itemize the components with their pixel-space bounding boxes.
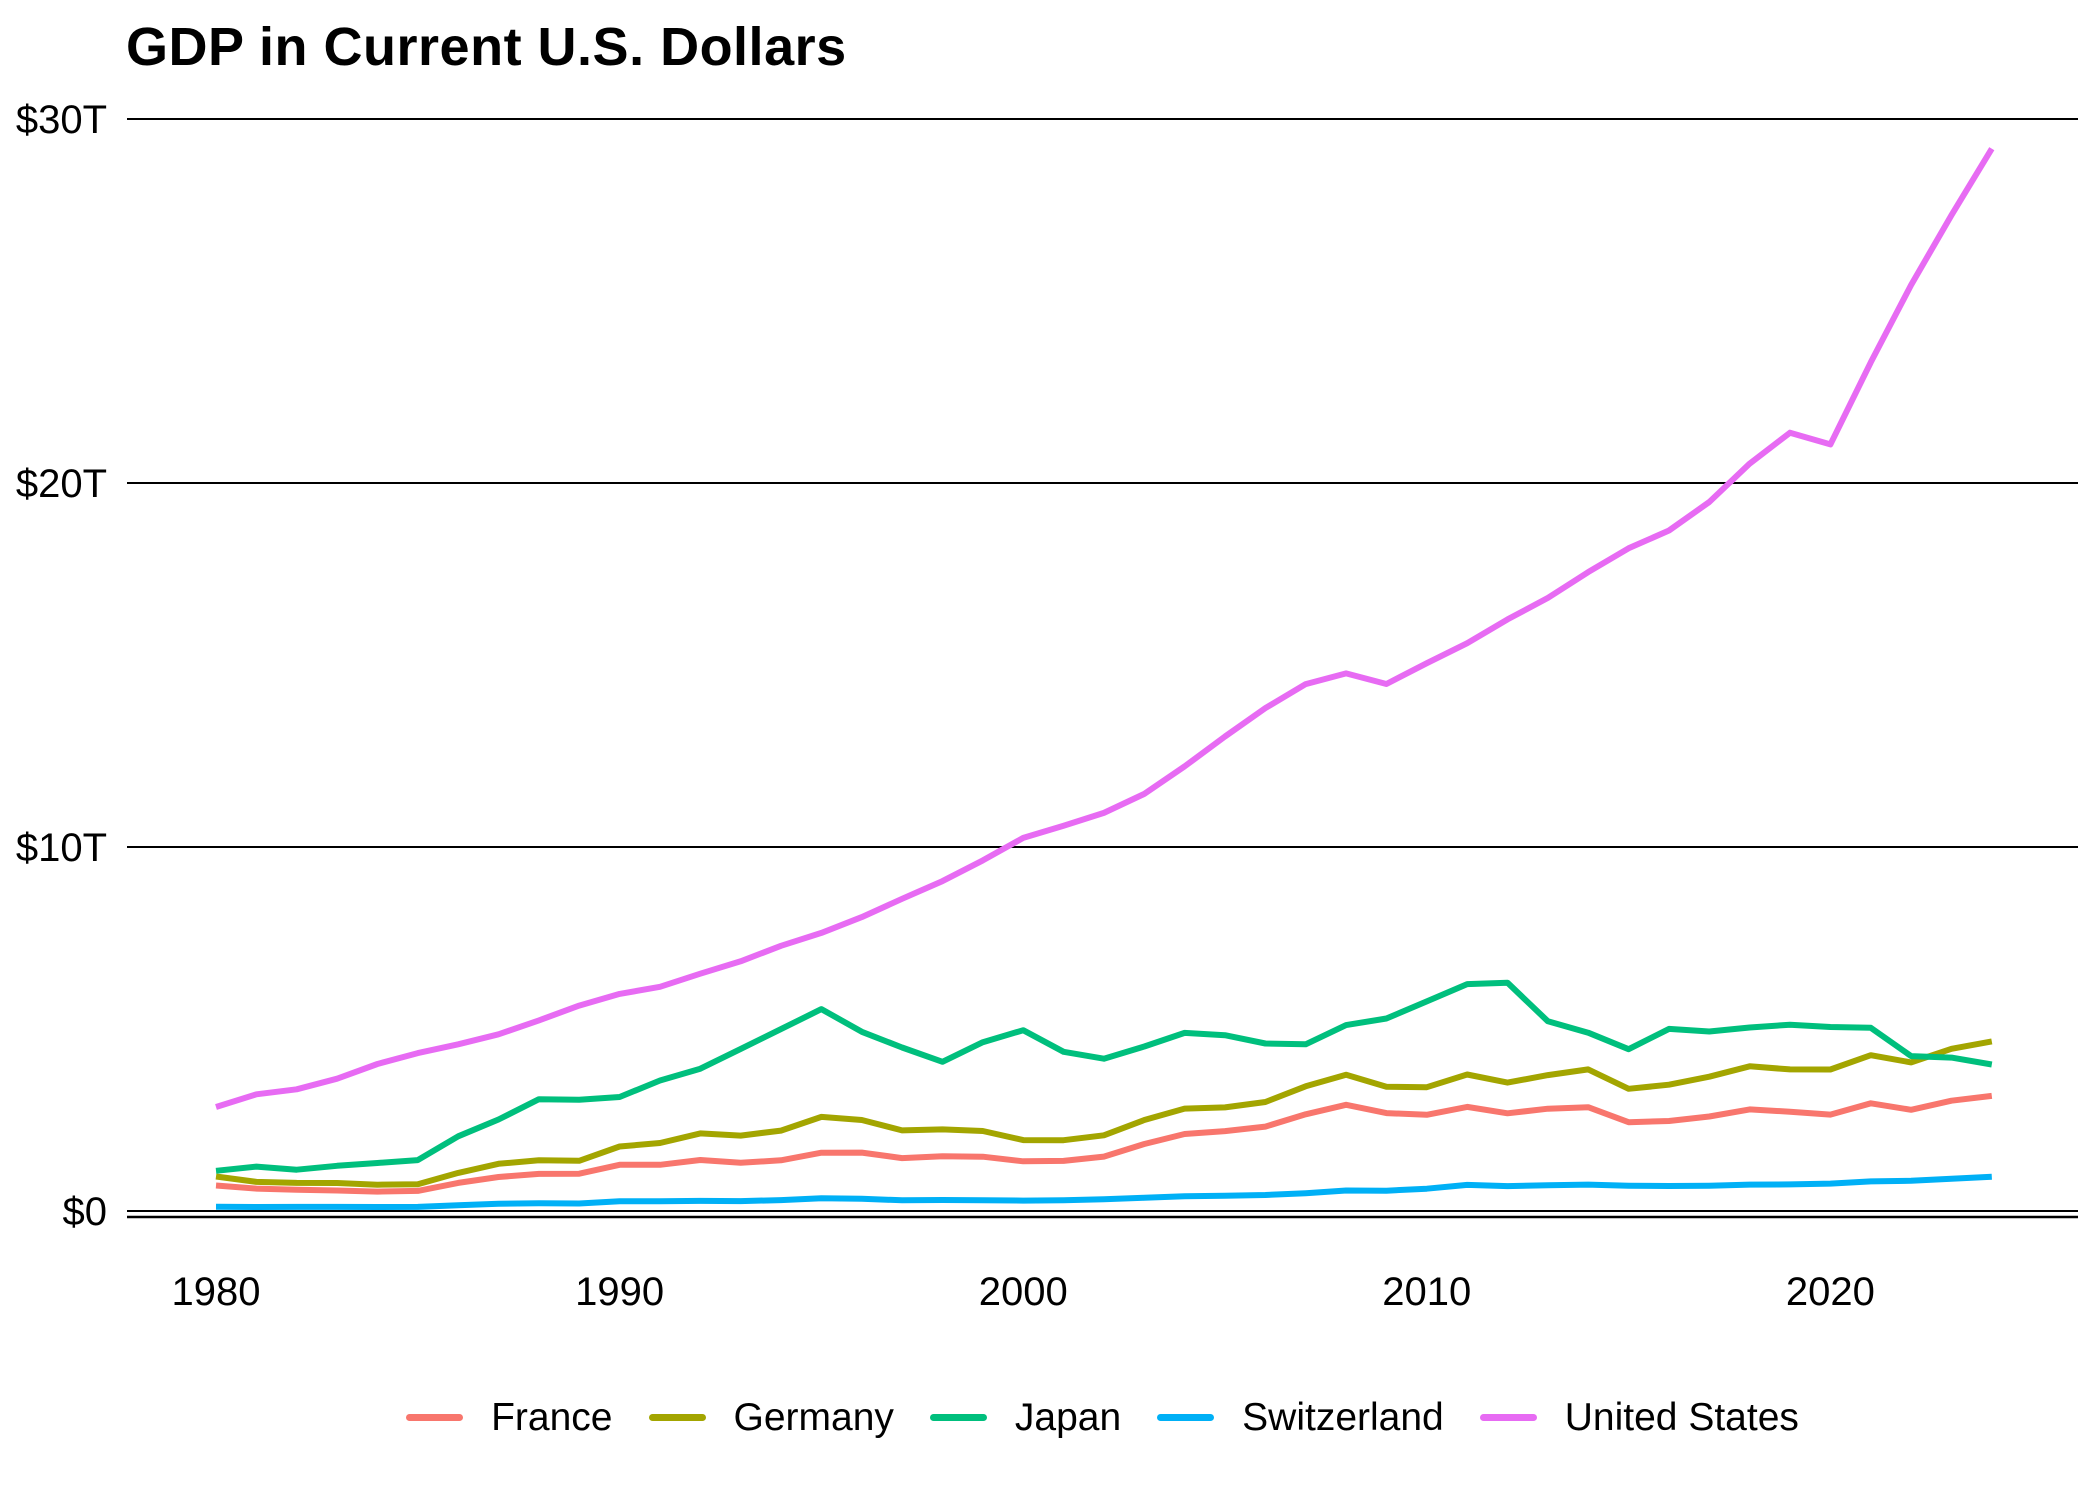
series-line-switzerland: [215, 1173, 1992, 1210]
series-line-germany: [215, 1038, 1993, 1188]
series-line-france: [215, 1092, 1993, 1195]
y-tick-label: $30T: [16, 98, 107, 142]
legend-label-germany: Germany: [733, 1395, 894, 1439]
legend-item-united-states: United States: [1479, 1395, 1799, 1439]
legend-item-france: France: [406, 1395, 613, 1439]
x-tick-label: 2000: [979, 1270, 1068, 1314]
legend-swatch-japan: [929, 1413, 987, 1421]
x-tick-label: 2020: [1786, 1270, 1875, 1314]
legend-label-united-states: United States: [1564, 1395, 1799, 1439]
chart-legend: France Germany Japan Switzerland United …: [127, 1390, 2078, 1444]
legend-swatch-united-states: [1479, 1413, 1537, 1421]
x-tick-label: 1980: [172, 1270, 261, 1314]
y-tick-label: $0: [63, 1190, 108, 1234]
legend-item-switzerland: Switzerland: [1157, 1398, 1444, 1437]
legend-swatch-germany: [648, 1413, 706, 1421]
legend-label-japan: Japan: [1014, 1395, 1122, 1439]
series-line-japan: [215, 979, 1993, 1174]
chart-title: GDP in Current U.S. Dollars: [126, 17, 847, 77]
legend-label-france: France: [491, 1395, 613, 1439]
legend-swatch-switzerland: [1157, 1413, 1215, 1421]
x-tick-label: 1990: [575, 1270, 664, 1314]
y-tick-label: $10T: [16, 826, 107, 870]
series-line-united-states: [215, 147, 1995, 1110]
legend-label-switzerland: Switzerland: [1242, 1395, 1444, 1439]
x-tick-label: 2010: [1382, 1270, 1471, 1314]
y-tick-label: $20T: [16, 462, 107, 506]
legend-item-japan: Japan: [929, 1395, 1122, 1439]
legend-swatch-france: [406, 1413, 464, 1421]
legend-item-germany: Germany: [648, 1395, 894, 1439]
